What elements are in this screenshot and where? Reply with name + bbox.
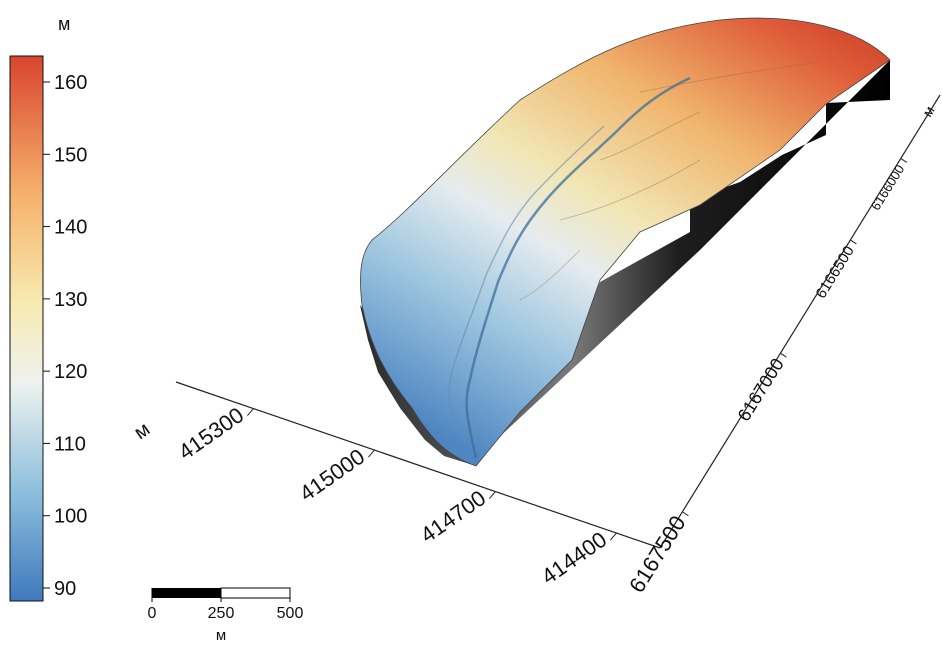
x-axis: м 415300 415000 414700 414400	[130, 381, 661, 589]
x-axis-ticks: 415300 415000 414700 414400	[174, 402, 617, 589]
colorbar-ramp	[9, 55, 44, 602]
y-axis-line	[659, 94, 941, 549]
colorbar-tick-label: 90	[54, 578, 76, 600]
colorbar-unit: м	[58, 14, 70, 34]
y-axis-tick-label: 6167000	[734, 355, 788, 425]
y-axis-unit: м	[919, 103, 938, 120]
colorbar-tick-label: 150	[54, 144, 87, 166]
colorbar-tick-label: 100	[54, 506, 87, 528]
x-axis-unit: м	[130, 418, 154, 444]
y-axis-tick-label: 6166500	[812, 243, 857, 302]
x-axis-tick-mark	[610, 532, 617, 541]
colorbar-tick-label: 160	[54, 72, 87, 94]
x-axis-tick-mark	[247, 408, 254, 416]
colorbar-ticks: 160 150 140 130 120 110 100 90	[43, 72, 87, 600]
scale-bar-unit: м	[216, 627, 226, 644]
y-axis-tick-label: 6167500	[624, 511, 691, 597]
scale-bar-label-500: 500	[277, 605, 304, 622]
x-axis-line	[175, 381, 661, 549]
terrain-block	[360, 17, 891, 467]
x-axis-tick-label: 414700	[416, 485, 490, 548]
x-axis-tick-label: 415300	[174, 402, 248, 465]
scale-bar-black-segment	[152, 588, 221, 598]
y-axis-tick-mark	[780, 352, 787, 358]
terrain-surface	[360, 17, 891, 467]
scale-bar-label-250: 250	[208, 605, 235, 622]
colorbar-tick-label: 120	[54, 361, 87, 383]
y-axis-ticks: 6167500 6167000 6166500 6166000	[624, 158, 907, 597]
colorbar-tick-label: 130	[54, 289, 87, 311]
x-axis-tick-label: 415000	[295, 444, 369, 507]
ravine-shadow	[448, 125, 605, 441]
scale-bar-label-0: 0	[148, 605, 157, 622]
colorbar: м 160 150 140 130 120 110 100 90	[9, 14, 87, 602]
colorbar-tick-label: 110	[54, 433, 86, 455]
y-axis-tick-mark	[850, 239, 857, 245]
x-axis-tick-mark	[368, 449, 375, 458]
scale-bar: 0 250 500 м	[148, 587, 304, 644]
y-axis-tick-mark	[682, 511, 689, 517]
y-axis-tick-label: 6166000	[868, 162, 908, 213]
y-axis-tick-mark	[900, 158, 908, 163]
ravine-channel	[465, 76, 691, 459]
x-axis-tick-label: 414400	[537, 527, 611, 590]
x-axis-tick-mark	[489, 491, 496, 499]
colorbar-tick-label: 140	[54, 217, 87, 239]
scale-bar-white-segment	[220, 587, 291, 599]
gully-lines	[519, 61, 821, 301]
